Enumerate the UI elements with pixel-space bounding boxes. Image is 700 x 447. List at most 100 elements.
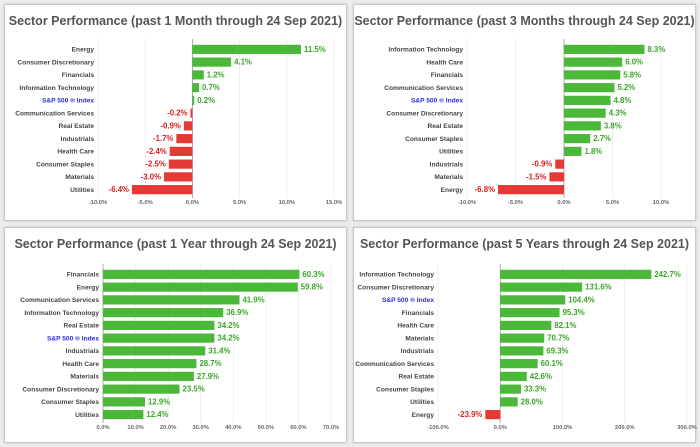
category-label: Health Care — [57, 149, 94, 156]
data-label: 95.3% — [563, 308, 585, 317]
x-tick-label: 0.0% — [96, 425, 109, 431]
category-label: S&P 500 ® Index — [42, 97, 94, 105]
category-label: Real Estate — [427, 123, 463, 130]
category-label: Financials — [402, 310, 435, 317]
category-label: Consumer Discretionary — [22, 386, 99, 393]
category-label: Energy — [441, 187, 464, 194]
data-label: 31.4% — [208, 346, 230, 355]
bar — [103, 397, 146, 407]
bar — [500, 384, 521, 394]
category-label: Consumer Staples — [36, 161, 94, 168]
category-label: Information Technology — [388, 47, 463, 54]
category-label: Utilities — [75, 412, 99, 419]
category-label: Materials — [65, 174, 94, 181]
category-label: Utilities — [410, 399, 434, 406]
category-label: Consumer Discretionary — [386, 110, 463, 117]
x-tick-label: -100.0% — [427, 425, 449, 431]
chart-panel-1-year: Sector Performance (past 1 Year through … — [4, 227, 347, 443]
data-label: -2.4% — [146, 147, 166, 156]
category-label: Materials — [405, 335, 434, 342]
x-tick-label: 10.0% — [127, 425, 143, 431]
bar — [131, 185, 193, 195]
category-label: Consumer Staples — [405, 136, 463, 143]
bar — [500, 333, 545, 343]
bar — [103, 346, 206, 356]
data-label: 1.8% — [584, 147, 602, 156]
bar — [192, 44, 301, 54]
data-label: 33.3% — [524, 385, 546, 394]
bar — [168, 159, 193, 169]
category-label: S&P 500 ® Index — [47, 334, 99, 342]
data-label: 34.2% — [217, 334, 239, 343]
bar — [500, 359, 538, 369]
chart-panel-1-month: Sector Performance (past 1 Month through… — [4, 4, 347, 221]
data-label: 36.9% — [226, 308, 248, 317]
bar — [564, 70, 621, 80]
data-label: 5.2% — [617, 83, 635, 92]
category-label: Real Estate — [58, 123, 94, 130]
data-label: 4.3% — [609, 109, 627, 118]
bar — [564, 83, 615, 93]
category-label: Financials — [62, 72, 95, 79]
bar — [103, 295, 240, 305]
category-label: Consumer Staples — [41, 399, 99, 406]
bar — [192, 83, 200, 93]
data-label: 131.6% — [585, 283, 612, 292]
bar — [103, 359, 197, 369]
data-label: 41.9% — [242, 295, 264, 304]
category-label: Financials — [67, 272, 100, 279]
chart-panel-3-months: Sector Performance (past 3 Months throug… — [353, 4, 696, 221]
category-label: Industrials — [401, 348, 435, 355]
x-tick-label: -5.0% — [508, 200, 523, 206]
x-tick-label: 0.0% — [186, 200, 199, 206]
data-label: -0.9% — [161, 121, 181, 130]
category-label: Energy — [72, 47, 95, 54]
category-label: Consumer Staples — [376, 386, 434, 393]
data-label: 27.9% — [197, 372, 219, 381]
bar — [183, 121, 193, 131]
x-tick-label: -10.0% — [89, 200, 107, 206]
chart-panel-5-years: Sector Performance (past 5 Years through… — [353, 227, 697, 443]
x-tick-label: -5.0% — [138, 200, 153, 206]
category-label: Communication Services — [384, 85, 463, 92]
category-label: Health Care — [426, 59, 463, 66]
data-label: -23.9% — [458, 410, 483, 419]
category-label: Utilities — [70, 187, 94, 194]
bar — [192, 70, 204, 80]
bar — [103, 371, 194, 381]
data-label: 0.2% — [197, 96, 215, 105]
bar — [564, 108, 606, 118]
chart-title: Sector Performance (past 1 Year through … — [14, 237, 337, 251]
category-label: Information Technology — [24, 310, 99, 317]
data-label: 4.8% — [614, 96, 632, 105]
bar — [564, 44, 645, 54]
bar — [564, 121, 601, 131]
data-label: 5.8% — [623, 70, 641, 79]
bar — [485, 410, 501, 420]
bar — [500, 371, 527, 381]
category-label: Health Care — [62, 361, 99, 368]
x-tick-label: 100.0% — [553, 425, 573, 431]
bar — [564, 134, 591, 144]
data-label: 8.3% — [648, 45, 666, 54]
x-tick-label: 200.0% — [615, 425, 635, 431]
data-label: -0.2% — [167, 109, 187, 118]
data-label: -2.5% — [145, 160, 165, 169]
data-label: 242.7% — [654, 270, 681, 279]
data-label: 28.0% — [521, 397, 543, 406]
x-tick-label: 5.0% — [606, 200, 619, 206]
category-label: Financials — [431, 72, 464, 79]
bar — [549, 172, 564, 182]
bar — [564, 146, 582, 156]
data-label: 12.9% — [148, 397, 170, 406]
chart-plot: -10.0% -5.0% 0.0% 5.0% 10.0% Information Tech… — [384, 39, 669, 206]
bar — [192, 57, 232, 67]
bar — [103, 269, 300, 279]
data-label: 34.2% — [217, 321, 239, 330]
x-tick-label: 40.0% — [225, 425, 241, 431]
bar — [176, 134, 193, 144]
category-label: Communication Services — [355, 361, 434, 368]
category-label: Health Care — [397, 323, 434, 330]
data-label: 59.8% — [301, 283, 323, 292]
chart-title: Sector Performance (past 5 Years through… — [359, 237, 690, 251]
